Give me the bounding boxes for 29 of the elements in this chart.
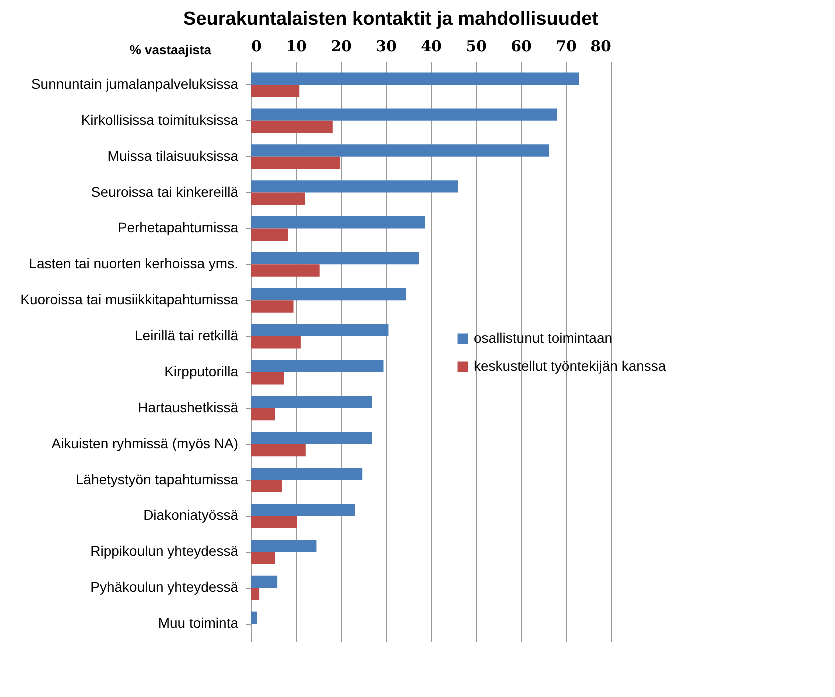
y-tick-label: Kirpputorilla — [164, 363, 239, 380]
x-tick-label: 50 — [466, 38, 487, 56]
x-tick-label: 80 — [590, 38, 612, 56]
y-tick-label: Kirkollisissa toimituksissa — [81, 112, 239, 128]
y-tick-label: Leirillä tai retkillä — [135, 328, 239, 344]
x-tick-label: 20 — [331, 38, 352, 56]
legend-label: osallistunut toimintaan — [474, 330, 613, 346]
y-tick-label: Pyhäkoulun yhteydessä — [90, 579, 239, 596]
y-tick-label: Sunnuntain jumalanpalveluksissa — [31, 76, 239, 92]
y-tick-label: Muissa tilaisuuksissa — [108, 148, 239, 164]
y-tick-label: Muu toiminta — [158, 615, 239, 632]
y-tick-label: Aikuisten ryhmissä (myös NA) — [52, 435, 238, 452]
x-tick-label: 10 — [286, 38, 307, 56]
x-tick-label: 30 — [376, 38, 397, 56]
y-tick-label: Perhetapahtumissa — [118, 220, 239, 236]
x-tick-label: 60 — [511, 38, 532, 56]
y-tick-label: Rippikoulun yhteydessä — [90, 543, 239, 560]
y-tick-label: Kuoroissa tai musiikkitapahtumissa — [20, 292, 239, 308]
x-tick-label: 0 — [252, 38, 262, 56]
y-tick-label: Hartaushetkissä — [138, 399, 239, 416]
y-tick-label: Diakoniatyössä — [144, 507, 239, 524]
x-tick-label: 70 — [556, 38, 577, 56]
x-axis-title: % vastaajista — [130, 42, 212, 58]
x-tick-label: 40 — [421, 38, 442, 56]
y-tick-label: Lähetystyön tapahtumissa — [76, 471, 239, 488]
y-tick-label: Lasten tai nuorten kerhoissa yms. — [29, 256, 238, 272]
chart-title: Seurakuntalaisten kontaktit ja mahdollisuudet — [184, 9, 600, 30]
y-tick-label: Seuroissa tai kinkereillä — [91, 184, 239, 200]
legend-label: keskustellut työntekijän kanssa — [474, 358, 666, 374]
